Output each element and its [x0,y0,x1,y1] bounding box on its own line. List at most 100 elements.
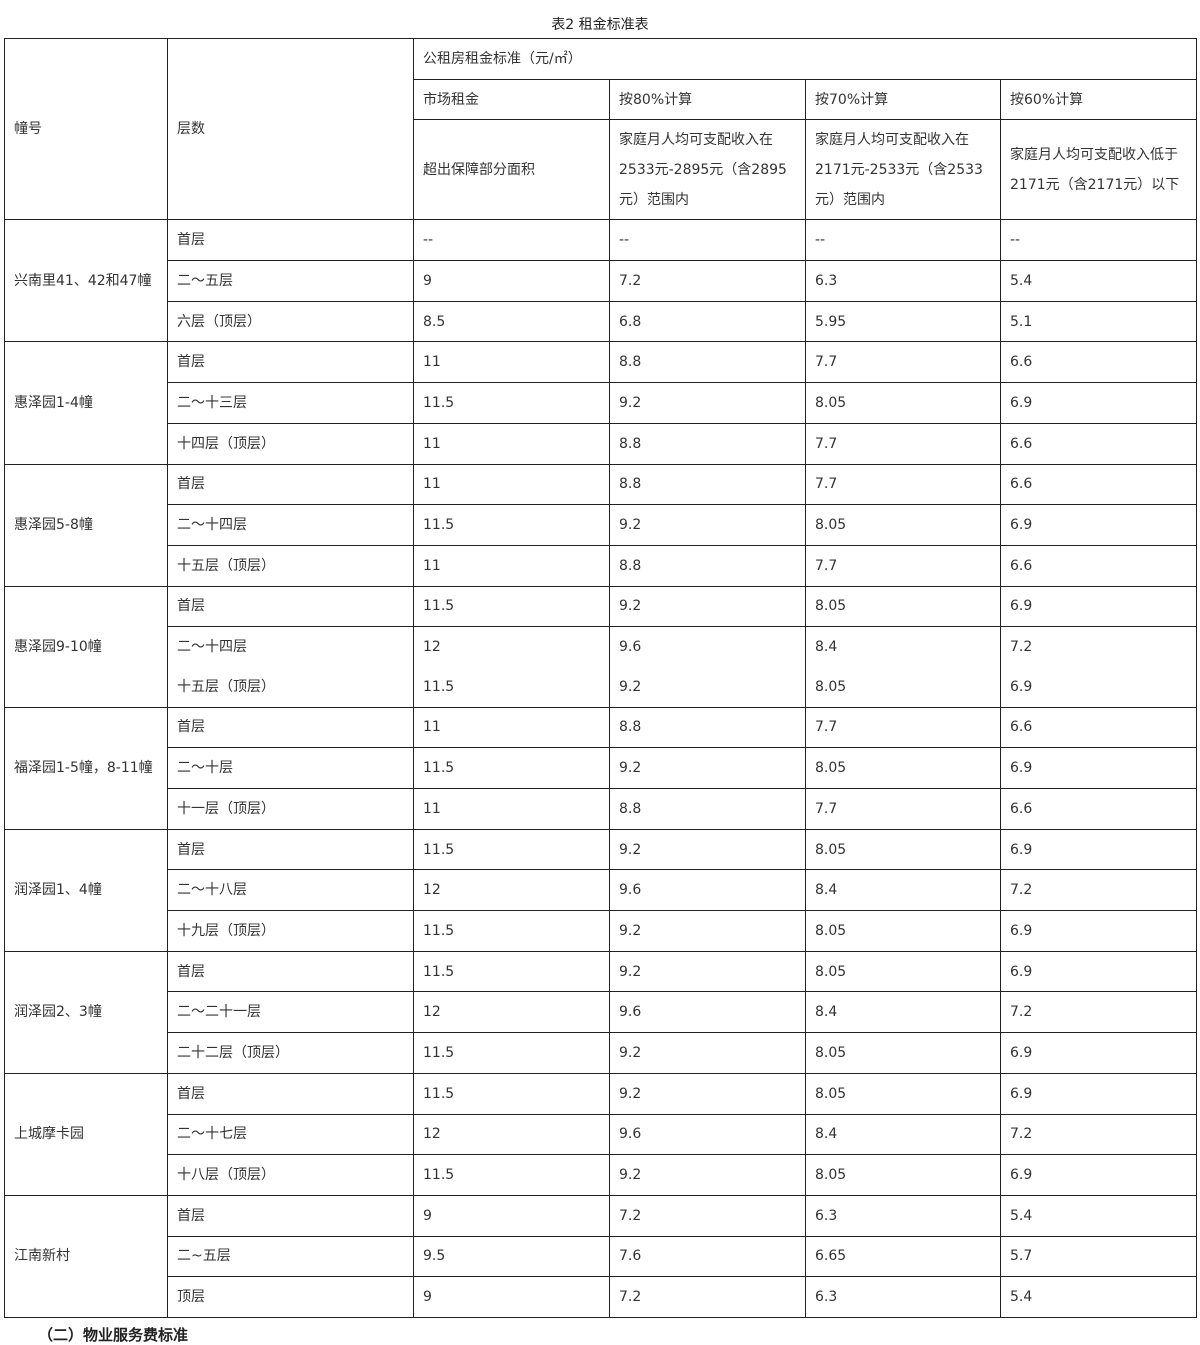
value-cell: 6.6 [999,422,1198,465]
header-column: 按60%计算 [999,78,1198,121]
table-row: 二～十层 11.5 9.2 8.05 6.9 [5,747,1198,789]
table-row: 惠泽园9-10幢 首层 11.5 9.2 8.05 6.9 [4,585,1198,708]
table-row: 二～五层 9 7.2 6.3 5.4 [5,260,1198,302]
floor-cell: 十四层（顶层） [167,422,414,465]
value-cell: 5.4 [999,1276,1198,1318]
value-cell: 5.1 [999,300,1198,343]
value-cell: 5.4 [999,1194,1198,1237]
table-row: 十九层（顶层） 11.5 9.2 8.05 6.9 [5,910,1198,952]
table-row: 福泽园1-5幢，8-11幢 首层 11 8.8 7.7 6.6 [4,706,1198,830]
building-cell: 惠泽园1-4幢 [4,341,168,465]
floor-cell: 十八层（顶层） [167,1154,414,1196]
value-cell: 8.05 [805,504,1001,546]
table-row: 兴南里41、42和47幢 首层 -- -- -- -- [4,219,1198,343]
value-cell: -- [413,219,610,262]
value-cell: 6.3 [805,260,1001,302]
table-row: 润泽园2、3幢 首层 11.5 9.2 8.05 6.9 [4,950,1198,1074]
floor-cell: 二十二层（顶层） [167,1032,414,1074]
value-cell: 5.7 [999,1235,1198,1278]
value-cell: 6.9 [999,828,1198,871]
floor-cell: 二～十八层 [167,869,414,912]
value-cell: 5.4 [999,260,1198,302]
floor-cell: 十五层（顶层） [167,666,414,708]
value-cell: 7.2 [999,626,1198,667]
value-cell: 11.5 [413,1032,610,1074]
header-floor: 层数 [167,37,414,221]
value-cell: 6.6 [999,341,1198,384]
value-cell: 6.9 [999,382,1198,424]
table-row: 润泽园1、4幢 首层 11.5 9.2 8.05 6.9 [4,828,1198,952]
value-cell: 9.2 [609,382,806,424]
table-title: 表2 租金标准表 [551,17,649,33]
floor-cell: 六层（顶层） [167,300,414,343]
value-cell: 9.2 [609,910,806,952]
table-row: 十四层（顶层） 11 8.8 7.7 6.6 [5,422,1198,465]
floor-cell: 首层 [167,950,414,993]
section-heading: （二）物业服务费标准 [38,1326,189,1344]
value-cell: 6.6 [999,544,1198,587]
value-cell: 9 [413,1194,610,1237]
value-cell: 6.9 [999,1072,1198,1115]
value-cell: 9.6 [609,626,806,667]
value-cell: 8.8 [609,422,806,465]
value-cell: -- [805,219,1001,262]
value-cell: 11 [413,463,610,506]
building-cell: 上城摩卡园 [4,1072,168,1196]
value-cell: 9.2 [609,504,806,546]
value-cell: 8.05 [805,950,1001,993]
value-cell: 11.5 [413,1072,610,1115]
value-cell: 11.5 [413,747,610,789]
floor-cell: 首层 [167,341,414,384]
value-cell: 9 [413,260,610,302]
table-row: 江南新村 首层 9 7.2 6.3 5.4 [4,1194,1198,1318]
value-cell: 8.8 [609,706,806,749]
table-row: 顶层 9 7.2 6.3 5.4 [5,1276,1198,1318]
value-cell: 11 [413,422,610,465]
value-cell: 8.5 [413,300,610,343]
value-cell: 6.65 [805,1235,1001,1278]
value-cell: 9.6 [609,991,806,1034]
table-row: 十五层（顶层） 11.5 9.2 8.05 6.9 [5,666,1198,708]
building-cell: 润泽园1、4幢 [4,828,168,952]
value-cell: 9.2 [609,828,806,871]
table-row: 六层（顶层） 8.5 6.8 5.95 5.1 [5,300,1198,343]
floor-cell: 二～十四层 [167,504,414,546]
value-cell: 8.8 [609,463,806,506]
value-cell: 7.7 [805,706,1001,749]
value-cell: 9.2 [609,1154,806,1196]
value-cell: 6.9 [999,1032,1198,1074]
floor-cell: 首层 [167,1194,414,1237]
value-cell: 8.05 [805,585,1001,628]
floor-cell: 首层 [167,463,414,506]
floor-cell: 二～五层 [167,260,414,302]
value-cell: 6.9 [999,504,1198,546]
header-column: 按70%计算 [805,78,1001,121]
header-column: 按80%计算 [609,78,806,121]
value-cell: 7.2 [609,1276,806,1318]
value-cell: 8.05 [805,382,1001,424]
value-cell: 9.2 [609,1032,806,1074]
value-cell: 8.05 [805,910,1001,952]
value-cell: 8.4 [805,991,1001,1034]
value-cell: 11.5 [413,950,610,993]
value-cell: 7.2 [999,1113,1198,1156]
value-cell: 8.05 [805,747,1001,789]
floor-cell: 二～十层 [167,747,414,789]
floor-cell: 二~五层 [167,1235,414,1278]
table-row: 二～十三层 11.5 9.2 8.05 6.9 [5,382,1198,424]
value-cell: 11 [413,706,610,749]
floor-cell: 十一层（顶层） [167,788,414,830]
value-cell: 8.8 [609,788,806,830]
value-cell: 7.2 [999,991,1198,1034]
value-cell: 9.5 [413,1235,610,1278]
value-cell: 7.2 [609,1194,806,1237]
value-cell: 11.5 [413,666,610,708]
value-cell: 8.8 [609,341,806,384]
value-cell: 7.7 [805,463,1001,506]
header-subcolumn: 家庭月人均可支配收入在2171元-2533元（含2533元）范围内 [805,119,1001,221]
floor-cell: 二～十四层 [167,626,414,667]
floor-cell: 首层 [167,828,414,871]
value-cell: 8.05 [805,1154,1001,1196]
value-cell: 8.8 [609,544,806,587]
value-cell: 9.2 [609,747,806,789]
